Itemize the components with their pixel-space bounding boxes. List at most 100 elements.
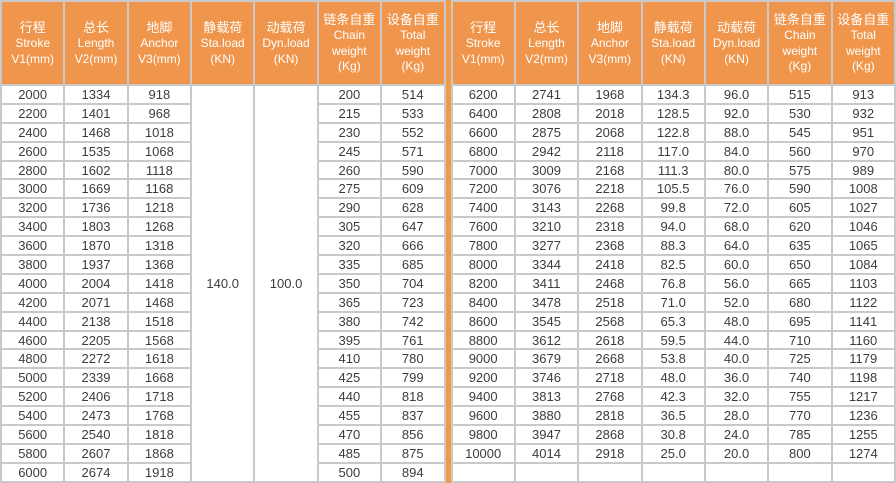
cell: 9600 (452, 407, 514, 425)
cell: 8400 (452, 293, 514, 311)
cell: 2618 (579, 331, 641, 349)
column-header: 行程 Stroke V1(mm) (452, 2, 514, 84)
cell: 72.0 (705, 199, 768, 217)
cell: 350 (318, 274, 381, 292)
cell: 989 (832, 161, 894, 179)
column-header-line: 动载荷 (266, 19, 306, 35)
cell: 92.0 (705, 104, 768, 122)
cell: 52.0 (705, 293, 768, 311)
column-header-line: (Kg) (401, 59, 425, 74)
cell: 1068 (128, 142, 191, 160)
cell: 514 (382, 86, 444, 103)
cell: 3210 (515, 218, 578, 236)
cell: 71.0 (642, 293, 704, 311)
cell: 3411 (515, 274, 578, 292)
column-header-line: 静载荷 (653, 19, 693, 35)
cell: 9000 (452, 350, 514, 368)
cell: 2468 (579, 274, 641, 292)
cell: 1065 (832, 237, 894, 255)
cell: 1518 (128, 312, 191, 330)
cell: 2942 (515, 142, 578, 160)
cell: 28.0 (705, 407, 768, 425)
table-row: 4400 2138 1518 380 742 (2, 312, 444, 330)
cell: 24.0 (705, 426, 768, 443)
column-header-line: V1(mm) (461, 51, 505, 66)
table-row: 4200 2071 1468 365 723 (2, 293, 444, 311)
cell: 3746 (515, 369, 578, 387)
cell: 968 (128, 104, 191, 122)
cell: 2400 (2, 123, 64, 141)
cell: 5000 (2, 369, 64, 387)
cell: 84.0 (705, 142, 768, 160)
cell: 2138 (65, 312, 127, 330)
column-header-line: Sta.load (200, 35, 245, 50)
table-row: 6800 2942 2118 117.0 84.0 560 970 (452, 142, 894, 160)
table-row: 3600 1870 1318 320 666 (2, 237, 444, 255)
cell: 1535 (65, 142, 127, 160)
cell: 1668 (128, 369, 191, 387)
cell: 723 (382, 293, 444, 311)
cell: 2004 (65, 274, 127, 292)
table-row: 6600 2875 2068 122.8 88.0 545 951 (452, 123, 894, 141)
column-header-line: Dyn.load (712, 35, 761, 50)
cell: 2518 (579, 293, 641, 311)
cell: 609 (382, 180, 444, 198)
cell: 1368 (128, 256, 191, 273)
cell: 122.8 (642, 123, 704, 141)
cell: 365 (318, 293, 381, 311)
cell: 545 (769, 123, 831, 141)
cell: 2406 (65, 388, 127, 406)
cell: 2718 (579, 369, 641, 387)
table-row: 9800 3947 2868 30.8 24.0 785 1255 (452, 426, 894, 443)
table-row: 6200 2741 1968 134.3 96.0 515 913 (452, 86, 894, 103)
cell: 725 (769, 350, 831, 368)
column-header-line: Sta.load (651, 35, 696, 50)
column-header: 链条自重 Chain weight (Kg) (318, 2, 381, 84)
cell: 8200 (452, 274, 514, 292)
table-row: 3200 1736 1218 290 628 (2, 199, 444, 217)
cell: 245 (318, 142, 381, 160)
cell: 3600 (2, 237, 64, 255)
cell: 59.5 (642, 331, 704, 349)
column-header-line: Total (400, 27, 426, 42)
column-header-line: V2(mm) (525, 51, 568, 66)
column-header-line: 设备自重 (386, 11, 439, 27)
column-header: 链条自重 Chain weight (Kg) (769, 2, 831, 84)
cell: 2818 (579, 407, 641, 425)
cell: 530 (769, 104, 831, 122)
cell: 290 (318, 199, 381, 217)
cell: 48.0 (642, 369, 704, 387)
cell: 837 (382, 407, 444, 425)
cell: 3679 (515, 350, 578, 368)
cell: 1084 (832, 256, 894, 273)
column-header: 设备自重 Total weight (Kg) (382, 2, 444, 84)
cell: 65.3 (642, 312, 704, 330)
column-header-line: Length (77, 35, 115, 50)
cell: 105.5 (642, 180, 704, 198)
column-header-line: 链条自重 (773, 11, 826, 27)
cell: 666 (382, 237, 444, 255)
cell: 1618 (128, 350, 191, 368)
cell: 44.0 (705, 331, 768, 349)
cell: 7600 (452, 218, 514, 236)
cell: 7800 (452, 237, 514, 255)
cell: 80.0 (705, 161, 768, 179)
cell: 665 (769, 274, 831, 292)
cell: 2674 (65, 463, 127, 481)
table-row: 3800 1937 1368 335 685 (2, 256, 444, 273)
cell: 380 (318, 312, 381, 330)
table-row: 2000 1334 918 140.0 100.0 200 514 (2, 86, 444, 481)
cell: 88.3 (642, 237, 704, 255)
cell: 3545 (515, 312, 578, 330)
cell: 761 (382, 331, 444, 349)
cell: 2418 (579, 256, 641, 273)
cell: 680 (769, 293, 831, 311)
cell: 5200 (2, 388, 64, 406)
cell: 590 (382, 161, 444, 179)
cell: 1818 (128, 426, 191, 443)
cell: 1141 (832, 312, 894, 330)
cell: 818 (382, 388, 444, 406)
cell: 1122 (832, 293, 894, 311)
cell: 1918 (128, 463, 191, 481)
